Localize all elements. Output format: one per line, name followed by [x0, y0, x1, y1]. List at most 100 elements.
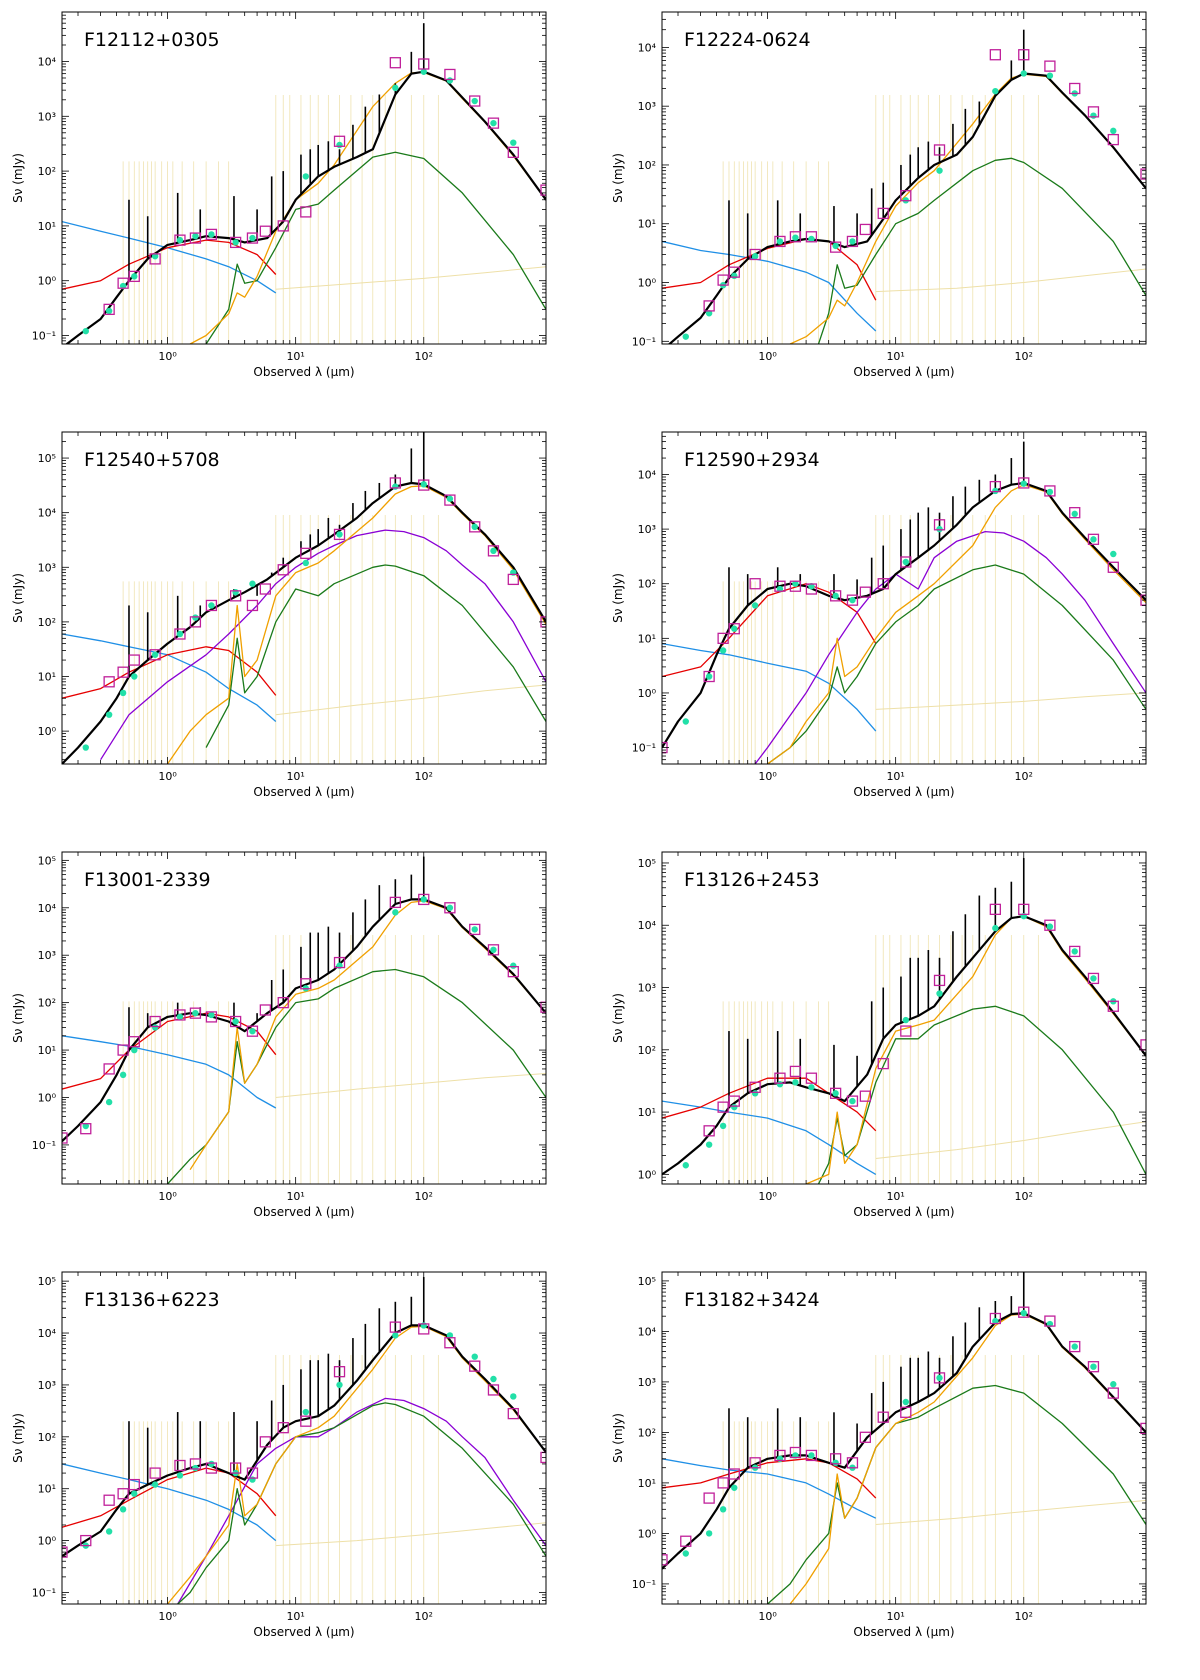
template-line-forest — [122, 935, 439, 1184]
plot-frame — [61, 1271, 547, 1605]
x-tick-label: 10⁰ — [158, 770, 177, 783]
y-tick-label: 10⁴ — [638, 41, 657, 54]
stellar-red-line — [662, 238, 877, 301]
photometry-point — [680, 1535, 692, 1547]
model-point — [776, 1081, 784, 1088]
photometry-point — [877, 1411, 889, 1423]
model-point — [705, 310, 713, 317]
agn-purple-line — [100, 529, 546, 761]
y-tick-label: 10¹ — [38, 1483, 56, 1496]
y-tick-label: 10⁰ — [638, 1168, 657, 1181]
model-point — [208, 231, 215, 238]
model-point — [1090, 112, 1097, 119]
y-tick-label: 10⁴ — [638, 468, 657, 481]
photometry-point — [128, 1478, 140, 1491]
photometry-point — [149, 253, 161, 265]
y-tick-label: 10⁵ — [638, 1275, 656, 1288]
photometry-point — [229, 1462, 242, 1474]
photometry-point — [389, 57, 401, 69]
photometry-point — [989, 49, 1001, 61]
x-axis — [77, 432, 547, 764]
photometry-point — [444, 902, 456, 914]
sed-panel: 10⁰ 10¹ 10² 10⁻¹ 10⁰ 10¹ 10² 10³ 10⁴ Observed λ (… — [0, 0, 600, 420]
model-point — [176, 1472, 184, 1479]
model-point — [792, 580, 799, 587]
x-tick-label: 10⁰ — [758, 1190, 777, 1203]
model-point — [176, 236, 184, 244]
model-point — [471, 97, 478, 105]
model-point — [705, 1141, 713, 1148]
photometry-point — [846, 235, 859, 248]
dust-orange-line — [789, 1313, 1146, 1604]
dust-orange-line — [767, 484, 1146, 764]
y-tick-label: 10² — [638, 1044, 656, 1057]
model-point — [131, 1046, 138, 1054]
photometry-point — [333, 1366, 346, 1378]
model-point — [731, 1484, 738, 1491]
plot-frame — [61, 431, 547, 765]
y-axis — [662, 1280, 1146, 1605]
model-point — [119, 1071, 127, 1079]
sed-panel: 10⁰ 10¹ 10² 10⁻¹ 10⁰ 10¹ 10² 10³ 10⁴ 10⁵ Observed … — [600, 1260, 1200, 1680]
dust-green-line — [177, 1402, 546, 1604]
photometry-point — [717, 1101, 729, 1113]
photometry-point — [1069, 82, 1081, 95]
y-tick-label: 10¹ — [638, 632, 656, 645]
panel-title: F13136+6223 — [84, 1289, 220, 1311]
plot-area — [662, 858, 1146, 1184]
model-point — [105, 307, 113, 315]
model-point — [208, 1460, 215, 1468]
panel-title: F12224-0624 — [684, 29, 811, 51]
photometry-point — [805, 583, 818, 595]
photometry-point — [859, 1090, 871, 1102]
model-point — [446, 495, 454, 502]
model-point — [792, 1079, 799, 1086]
model-point — [1046, 923, 1054, 930]
stellar-red-line — [662, 1458, 877, 1499]
panel-title: F13126+2453 — [684, 869, 820, 891]
x-axis — [77, 12, 547, 344]
x-tick-label: 10² — [415, 1190, 433, 1203]
model-point — [420, 68, 427, 75]
model-point — [249, 1476, 256, 1483]
photometry-point — [1044, 485, 1056, 497]
y-axis-label: Sν (mJy) — [611, 573, 625, 623]
photometry-point — [774, 1449, 786, 1462]
faint-continuum-line — [875, 692, 1146, 710]
photometry-point — [418, 1323, 430, 1335]
y-tick-label: 10¹ — [638, 1106, 656, 1119]
stellar-red-line — [62, 239, 277, 290]
template-line-forest — [722, 515, 1039, 764]
model-point — [131, 273, 138, 280]
dust-green-line — [205, 564, 546, 748]
plot-frame — [61, 11, 547, 345]
model-point — [446, 1332, 454, 1339]
emission-spikes — [728, 29, 1025, 278]
model-point — [992, 924, 999, 932]
photometry-point — [1087, 533, 1100, 545]
model-point — [490, 547, 497, 555]
photometry-point — [259, 1004, 271, 1016]
x-tick-label: 10¹ — [286, 350, 304, 363]
photometry-point — [989, 1312, 1001, 1325]
y-tick-label: 10⁴ — [38, 902, 57, 915]
x-axis — [677, 432, 1147, 764]
photometry-point — [774, 580, 786, 592]
photometry-point — [259, 1436, 271, 1448]
stellar-blue-line — [662, 240, 877, 332]
model-point — [902, 558, 909, 566]
plot-area — [62, 23, 546, 344]
model-point — [192, 1009, 199, 1017]
model-point — [731, 625, 738, 632]
x-axis-label: Observed λ (μm) — [853, 1205, 954, 1219]
photometry-point — [507, 966, 519, 978]
model-point — [82, 744, 89, 751]
y-tick-label: 10² — [38, 1431, 56, 1444]
photometry-point — [933, 1372, 946, 1384]
photometry-point — [717, 274, 729, 286]
photometry-point — [728, 623, 740, 635]
photometry-point — [1087, 1361, 1100, 1373]
model-point — [705, 673, 713, 680]
y-axis-label: Sν (mJy) — [11, 1413, 25, 1463]
